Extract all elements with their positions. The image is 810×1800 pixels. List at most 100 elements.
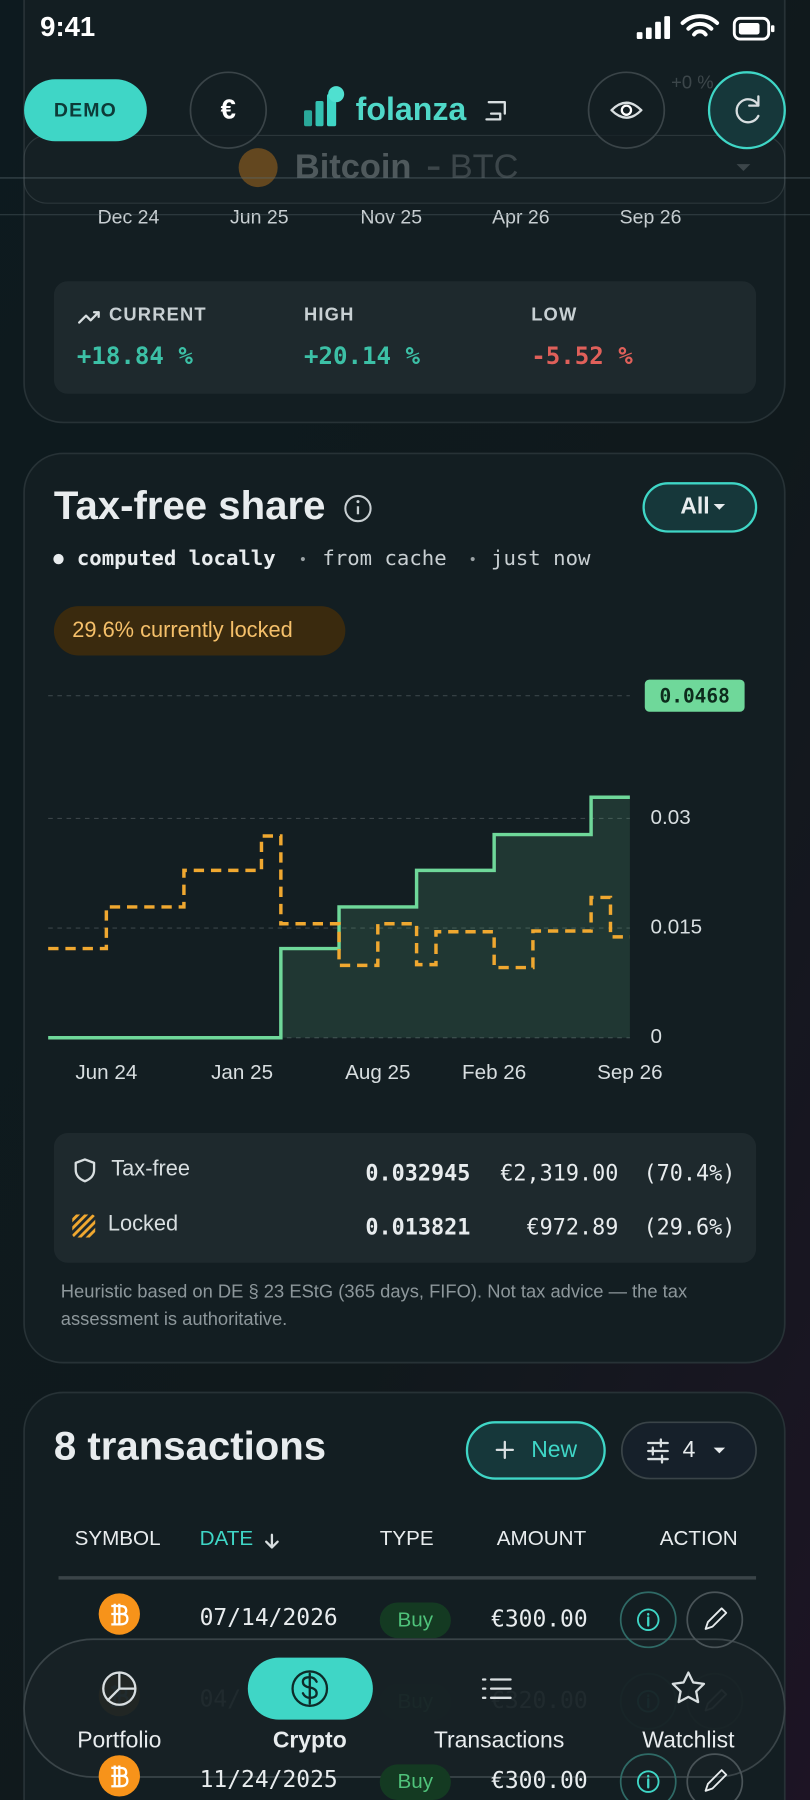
refresh-circle[interactable] bbox=[707, 71, 786, 150]
info-button[interactable] bbox=[619, 1591, 677, 1649]
watchlist-icon[interactable] bbox=[671, 1671, 706, 1704]
plus-icon[interactable] bbox=[495, 1440, 514, 1460]
eye-pupil[interactable] bbox=[620, 104, 633, 116]
crypto-icon[interactable] bbox=[291, 1670, 329, 1708]
currency-button[interactable]: € bbox=[189, 71, 268, 149]
device-icon bbox=[485, 101, 506, 121]
nav-label[interactable]: Crypto bbox=[273, 1727, 347, 1753]
caret bbox=[736, 164, 751, 172]
tx-date: 11/24/2025 bbox=[200, 1767, 338, 1793]
filter-pill[interactable] bbox=[642, 482, 758, 533]
sort-arrow bbox=[265, 1533, 279, 1549]
nav-label[interactable]: Watchlist bbox=[642, 1727, 735, 1753]
privacy-button[interactable] bbox=[587, 71, 666, 149]
y-tick-label: 0.03 bbox=[651, 806, 691, 829]
crypto-icon[interactable] bbox=[301, 1672, 318, 1705]
sliders-icon[interactable] bbox=[647, 1438, 669, 1464]
caret[interactable] bbox=[713, 503, 726, 510]
tx-amount: €300.00 bbox=[491, 1768, 588, 1794]
eye-icon[interactable] bbox=[610, 101, 643, 119]
tax-title: Tax-free share bbox=[54, 483, 326, 528]
currency-circle[interactable] bbox=[189, 71, 268, 149]
locked-badge-text: 29.6% currently locked bbox=[72, 617, 292, 642]
disclaimer: Heuristic based on DE § 23 EStG (365 day… bbox=[61, 1280, 687, 1329]
demo-button[interactable]: DEMO bbox=[24, 79, 147, 142]
x-label: Apr 26 bbox=[492, 206, 549, 228]
dash bbox=[427, 166, 440, 170]
new-button[interactable]: New bbox=[465, 1421, 606, 1480]
stat-label: HIGH bbox=[304, 304, 354, 325]
stripe-icon bbox=[72, 1214, 96, 1238]
status-line: computed locally from cache just now bbox=[77, 546, 591, 570]
column-header[interactable]: ACTION bbox=[660, 1527, 738, 1550]
summary-value: €2,319.00 bbox=[500, 1161, 618, 1186]
refresh-icon[interactable] bbox=[735, 95, 760, 124]
disclaimer-line: Heuristic based on DE § 23 EStG (365 day… bbox=[61, 1280, 687, 1301]
new-pill[interactable] bbox=[465, 1421, 606, 1480]
edit-button[interactable] bbox=[686, 1591, 744, 1649]
asset-selector: Bitcoin BTC +0 % bbox=[23, 72, 786, 204]
x-label: Sep 26 bbox=[620, 206, 682, 228]
x-label: Nov 25 bbox=[360, 206, 422, 228]
brand: folanza bbox=[304, 86, 506, 127]
edit-button[interactable] bbox=[686, 1753, 744, 1800]
info-icon bbox=[636, 1770, 660, 1793]
summary-share: (29.6%) bbox=[644, 1215, 736, 1240]
column-header[interactable]: TYPE bbox=[380, 1527, 434, 1550]
status-text: computed locally bbox=[77, 546, 276, 570]
column-header[interactable]: AMOUNT bbox=[497, 1527, 587, 1550]
range-filter[interactable]: All bbox=[642, 482, 758, 533]
stat-label: LOW bbox=[531, 304, 577, 325]
filter-count[interactable]: 4 bbox=[683, 1436, 696, 1462]
eye-circle[interactable] bbox=[587, 71, 666, 149]
logo-bar bbox=[304, 110, 313, 127]
transaction-row: 11/24/2025 Buy €300.00 bbox=[98, 1753, 744, 1800]
nav-bar bbox=[23, 1638, 786, 1778]
caret[interactable] bbox=[713, 1447, 726, 1454]
logo-bar bbox=[326, 94, 337, 127]
demo-pill[interactable] bbox=[24, 79, 147, 142]
column-header[interactable]: SYMBOL bbox=[75, 1527, 161, 1550]
summary-label: Tax-free bbox=[111, 1156, 190, 1181]
type-pill bbox=[379, 1602, 451, 1639]
wifi-icon bbox=[680, 14, 720, 37]
x-label: Jun 25 bbox=[230, 206, 289, 228]
logo-dot bbox=[328, 86, 345, 103]
faded-change: +0 % bbox=[671, 72, 713, 93]
trend-icon bbox=[78, 311, 100, 324]
y-tick-label: 0.015 bbox=[651, 916, 703, 939]
disclaimer-line: assessment is authoritative. bbox=[61, 1308, 287, 1329]
portfolio-icon[interactable] bbox=[106, 1671, 137, 1702]
demo-label[interactable]: DEMO bbox=[54, 100, 117, 122]
info-button[interactable] bbox=[619, 1753, 677, 1800]
filter-pill[interactable] bbox=[620, 1421, 757, 1480]
transactions-icon[interactable] bbox=[481, 1678, 512, 1699]
new-label[interactable]: New bbox=[531, 1436, 577, 1462]
shield-icon bbox=[74, 1158, 96, 1183]
type-pill bbox=[379, 1764, 451, 1800]
tx-date: 07/14/2026 bbox=[200, 1605, 338, 1631]
edit-icon bbox=[704, 1769, 728, 1792]
x-tick-label: Jan 25 bbox=[211, 1061, 273, 1084]
summary-amount: 0.013821 bbox=[365, 1215, 470, 1240]
summary-label: Locked bbox=[108, 1211, 178, 1236]
summary-values: 0.032945 €2,319.00 (70.4%) 0.013821 €972… bbox=[365, 1161, 735, 1240]
signal-bar bbox=[645, 27, 652, 40]
summary-labels: Tax-free Locked bbox=[108, 1156, 190, 1236]
stat-values: +18.84 % +20.14 % -5.52 % bbox=[77, 342, 633, 370]
transaction-row: 07/14/2026 Buy €300.00 bbox=[98, 1591, 744, 1649]
currency-symbol[interactable]: € bbox=[221, 94, 236, 125]
nav-label[interactable]: Portfolio bbox=[77, 1727, 161, 1753]
summary-share: (70.4%) bbox=[644, 1161, 736, 1186]
selector-box bbox=[23, 134, 786, 204]
refresh-button[interactable] bbox=[707, 71, 786, 150]
transaction-rows: 07/14/2026 Buy €300.00 11/24/2025 Buy €300.00 bbox=[98, 1591, 744, 1800]
stats-box bbox=[53, 281, 757, 394]
nav-label[interactable]: Transactions bbox=[434, 1727, 564, 1753]
column-header[interactable]: DATE bbox=[200, 1527, 254, 1550]
filter-label[interactable]: All bbox=[680, 492, 709, 518]
column-filter[interactable]: 4 bbox=[620, 1421, 757, 1480]
stat-label: CURRENT bbox=[109, 304, 207, 325]
